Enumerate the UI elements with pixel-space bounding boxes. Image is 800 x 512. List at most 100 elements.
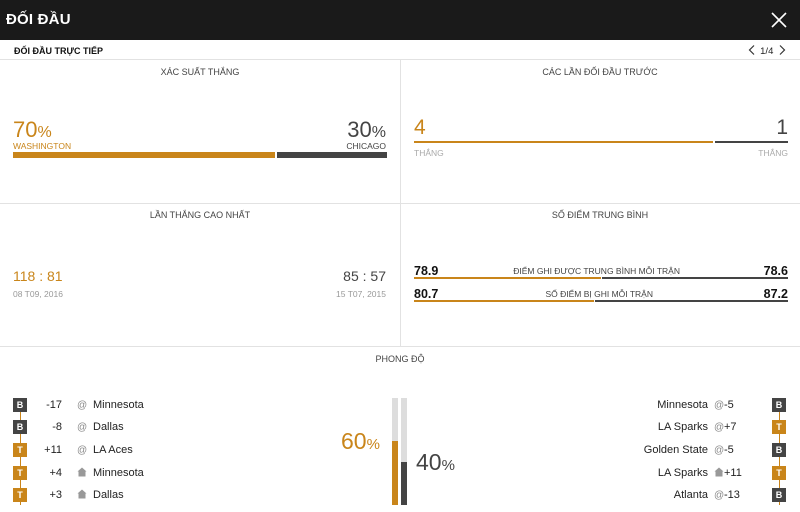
result-badge: B: [772, 488, 786, 502]
home-win-unit: %: [37, 124, 52, 141]
score-b: 57: [370, 268, 386, 284]
away-venue-marker: @: [714, 400, 725, 411]
avg-conceded-home-bar: [414, 300, 594, 302]
opponent-name: LA Sparks: [657, 467, 708, 479]
score-a: 85: [343, 268, 359, 284]
away-venue-marker: @: [714, 445, 725, 456]
point-diff: -17: [46, 399, 62, 411]
away-form-unit: %: [441, 457, 455, 474]
opponent-name: Minnesota: [93, 399, 144, 411]
away-venue-marker: @: [77, 445, 88, 456]
opponent-name: LA Aces: [93, 444, 133, 456]
result-badge: T: [772, 420, 786, 434]
section-label: ĐỐI ĐẦU TRỰC TIẾP: [14, 46, 103, 56]
avg-scored-away: 78.6: [763, 264, 788, 278]
away-win-unit: %: [371, 124, 386, 141]
point-diff: +7: [724, 421, 737, 433]
point-diff: +3: [49, 489, 62, 501]
venue-cell: @: [77, 444, 87, 462]
avg-conceded-away-bar: [595, 300, 788, 302]
away-wins-label: THẮNG: [758, 148, 788, 158]
away-win-bar: [277, 152, 387, 158]
divider: [400, 204, 401, 346]
result-badge: B: [13, 420, 27, 434]
average-points-caption: SỐ ĐIỂM TRUNG BÌNH: [551, 210, 649, 220]
divider: [0, 346, 800, 347]
result-badge: T: [13, 488, 27, 502]
avg-conceded-home: 80.7: [414, 287, 439, 301]
point-diff: -5: [724, 444, 734, 456]
venue-cell: @: [714, 444, 724, 462]
home-meeting-wins: 4: [414, 116, 426, 139]
top-bar: ĐỐI ĐẦU: [0, 0, 800, 40]
home-wins-label: THẮNG: [414, 148, 444, 158]
form-caption: PHONG ĐỘ: [375, 354, 425, 364]
page-title: ĐỐI ĐẦU: [6, 11, 71, 28]
biggest-win-caption: LẦN THẮNG CAO NHẤT: [149, 210, 251, 220]
home-meetings-bar: [414, 141, 713, 143]
subheader: ĐỐI ĐẦU TRỰC TIẾP 1/4: [0, 40, 800, 60]
home-form-value: 60: [341, 428, 367, 454]
venue-cell: @: [714, 399, 724, 417]
result-badge: B: [13, 398, 27, 412]
result-badge: T: [13, 443, 27, 457]
avg-scored-away-bar: [602, 277, 788, 279]
result-badge: T: [772, 466, 786, 480]
away-team-name: CHICAGO: [346, 141, 386, 151]
opponent-name: Golden State: [643, 444, 708, 456]
point-diff: -8: [52, 421, 62, 433]
away-venue-marker: @: [77, 400, 88, 411]
opponent-name: Dallas: [93, 421, 124, 433]
home-biggest-win-date: 08 T09, 2016: [13, 289, 63, 299]
avg-scored-home-bar: [414, 277, 601, 279]
result-badge: T: [13, 466, 27, 480]
score-b: 81: [47, 268, 63, 284]
venue-cell: [714, 467, 724, 485]
chevron-right-icon[interactable]: [776, 44, 788, 56]
pager: 1/4: [746, 44, 789, 59]
result-badge: B: [772, 443, 786, 457]
venue-cell: [77, 489, 87, 507]
avg-scored-home: 78.9: [414, 264, 439, 278]
home-win-bar: [13, 152, 275, 158]
away-form-value: 40: [416, 449, 442, 475]
venue-cell: [77, 467, 87, 485]
home-icon: [714, 467, 724, 477]
page-indicator: 1/4: [760, 46, 774, 57]
opponent-name: Atlanta: [673, 489, 708, 501]
avg-conceded-away: 87.2: [763, 287, 788, 301]
chevron-left-icon[interactable]: [746, 44, 758, 56]
point-diff: -13: [724, 489, 740, 501]
avg-scored-label: ĐIỂM GHI ĐƯỢC TRUNG BÌNH MỖI TRẬN: [513, 266, 680, 276]
away-form-percent: 40%: [416, 449, 455, 476]
away-venue-marker: @: [714, 422, 725, 433]
away-biggest-win-date: 15 T07, 2015: [336, 289, 386, 299]
away-venue-marker: @: [714, 490, 725, 501]
venue-cell: @: [714, 489, 724, 507]
close-icon[interactable]: [768, 9, 790, 31]
score-a: 118: [13, 268, 36, 284]
result-badge: B: [772, 398, 786, 412]
score-separator: :: [39, 268, 44, 284]
point-diff: +4: [49, 467, 62, 479]
win-probability-caption: XÁC SUẤT THẮNG: [160, 67, 240, 77]
previous-meetings-caption: CÁC LẦN ĐỐI ĐẦU TRƯỚC: [542, 67, 658, 77]
away-win-value: 30: [347, 117, 372, 142]
point-diff: -5: [724, 399, 734, 411]
home-win-value: 70: [13, 117, 38, 142]
opponent-name: LA Sparks: [657, 421, 708, 433]
away-biggest-win-score: 85 : 57: [343, 268, 386, 284]
home-icon: [77, 489, 87, 499]
point-diff: +11: [44, 444, 62, 456]
home-team-name: WASHINGTON: [13, 141, 72, 151]
venue-cell: @: [714, 421, 724, 439]
opponent-name: Dallas: [93, 489, 124, 501]
opponent-name: Minnesota: [657, 399, 708, 411]
away-win-percent: 30%: [347, 117, 386, 143]
point-diff: +11: [724, 467, 742, 479]
away-form-bar: [401, 462, 407, 505]
home-form-percent: 60%: [341, 428, 380, 455]
away-venue-marker: @: [77, 422, 88, 433]
score-separator: :: [362, 268, 367, 284]
venue-cell: @: [77, 421, 87, 439]
